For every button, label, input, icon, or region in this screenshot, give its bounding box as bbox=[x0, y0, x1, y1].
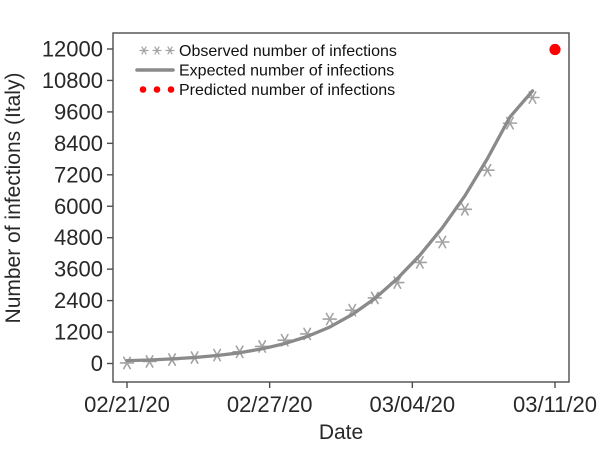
y-tick-label: 7200 bbox=[54, 162, 103, 187]
legend-dot bbox=[167, 86, 175, 93]
legend-label-predicted: Predicted number of infections bbox=[179, 82, 395, 99]
legend-dot bbox=[153, 86, 161, 93]
predicted-point bbox=[549, 43, 561, 56]
observed-point bbox=[322, 312, 338, 326]
plot-frame bbox=[112, 32, 570, 383]
observed-point bbox=[457, 202, 473, 216]
y-tick-label: 3600 bbox=[54, 257, 103, 282]
legend-asterisk bbox=[139, 46, 149, 55]
x-tick-label: 03/11/20 bbox=[513, 392, 597, 417]
y-tick-label: 2400 bbox=[54, 288, 103, 313]
x-tick-label: 02/21/20 bbox=[84, 392, 170, 417]
predicted-dot-markers-icon bbox=[139, 86, 175, 93]
y-tick-label: 10800 bbox=[42, 68, 103, 93]
legend-label-observed: Observed number of infections bbox=[179, 43, 397, 60]
observed-point bbox=[480, 163, 495, 177]
plot-area: 0 1200 2400 3600 4800 6000 7200 8400 9600 10800 12… bbox=[42, 32, 597, 417]
y-tick-label: 0 bbox=[91, 351, 103, 376]
legend-asterisk bbox=[152, 46, 162, 55]
expected-curve bbox=[125, 89, 535, 363]
observed-point bbox=[435, 235, 450, 249]
y-axis-title: Number of infections (Italy) bbox=[2, 73, 25, 324]
x-axis-title: Date bbox=[319, 421, 363, 444]
y-tick-label: 12000 bbox=[42, 37, 103, 62]
y-tick-label: 9600 bbox=[54, 99, 103, 124]
legend-asterisk bbox=[165, 46, 175, 55]
legend: Observed number of infections Expected n… bbox=[135, 43, 397, 99]
y-tick-label: 4800 bbox=[54, 225, 103, 250]
predicted-points bbox=[549, 43, 561, 56]
y-tick-label: 8400 bbox=[54, 131, 103, 156]
y-tick-label: 6000 bbox=[54, 194, 103, 219]
legend-label-expected: Expected number of infections bbox=[179, 63, 394, 80]
y-tick-label: 1200 bbox=[54, 320, 103, 345]
x-tick-label: 02/27/20 bbox=[227, 392, 313, 417]
x-tick-label: 03/04/20 bbox=[370, 392, 456, 417]
legend-dot bbox=[139, 86, 147, 93]
observed-asterisk-markers-icon bbox=[139, 46, 175, 55]
